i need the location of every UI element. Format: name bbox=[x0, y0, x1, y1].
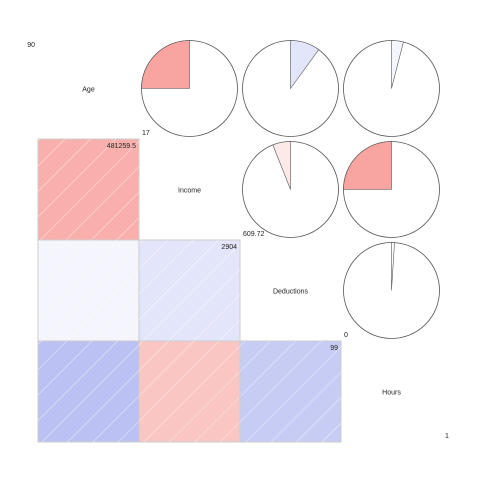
range-min-hours: 1 bbox=[445, 433, 449, 440]
labels-layer: Age 17 90 Income 609.72 481259.5 Deductions 0 29… bbox=[27, 42, 449, 440]
pie-slice-income-hours bbox=[343, 141, 392, 190]
range-max-hours: 99 bbox=[330, 345, 338, 352]
pie-slice-income-deductions bbox=[272, 141, 291, 190]
range-max-income: 481259.5 bbox=[107, 143, 136, 150]
pie-slice-age-deductions bbox=[290, 40, 320, 90]
shade-hatch-deductions-age bbox=[38, 240, 139, 341]
shade-hatch-deductions-income bbox=[139, 240, 240, 341]
pie-slice-age-income bbox=[141, 40, 190, 89]
variable-label-deductions: Deductions bbox=[273, 289, 309, 296]
range-min-income: 609.72 bbox=[243, 231, 265, 238]
pie-slice-age-hours bbox=[391, 40, 404, 89]
variable-label-age: Age bbox=[82, 87, 95, 94]
range-max-age: 90 bbox=[27, 42, 35, 49]
variable-label-hours: Hours bbox=[382, 390, 401, 397]
shade-hatch-hours-deductions bbox=[240, 341, 341, 442]
panels-layer bbox=[37, 40, 440, 443]
shade-hatch-income-age bbox=[38, 139, 139, 240]
pie-slice-deductions-hours bbox=[391, 242, 395, 291]
shade-hatch-hours-income bbox=[139, 341, 240, 442]
variable-label-income: Income bbox=[178, 188, 201, 195]
range-max-deductions: 2904 bbox=[221, 244, 237, 251]
range-min-deductions: 0 bbox=[344, 332, 348, 339]
range-min-age: 17 bbox=[142, 130, 150, 137]
shade-hatch-hours-age bbox=[38, 341, 139, 442]
